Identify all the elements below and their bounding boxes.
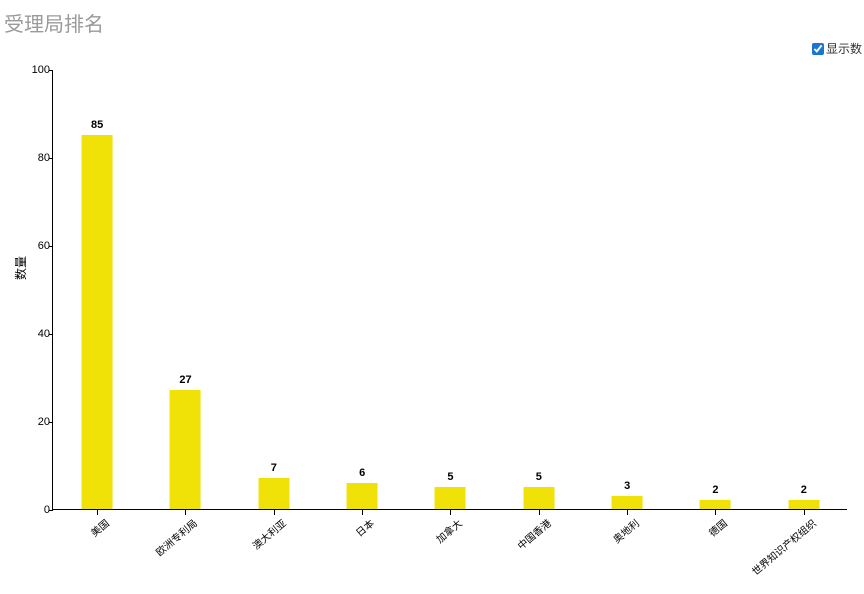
y-tick-label: 20 xyxy=(30,416,50,428)
bar xyxy=(258,478,289,509)
bar xyxy=(523,487,554,509)
bar-value-label: 5 xyxy=(495,471,583,483)
y-tick-label: 60 xyxy=(30,240,50,252)
bar-value-label: 6 xyxy=(318,467,406,479)
bar-slot: 5中国香港 xyxy=(495,70,583,509)
bar-value-label: 2 xyxy=(671,484,759,496)
bar-value-label: 85 xyxy=(53,119,141,131)
bar xyxy=(82,135,113,509)
show-values-toggle[interactable]: 显示数 xyxy=(812,40,862,57)
y-axis-label: 数量 xyxy=(12,256,29,280)
bar-value-label: 2 xyxy=(760,484,848,496)
y-tick-label: 100 xyxy=(30,64,50,76)
bar-value-label: 7 xyxy=(230,462,318,474)
show-values-label: 显示数 xyxy=(826,40,862,57)
bar-slot: 7澳大利亚 xyxy=(230,70,318,509)
bar-value-label: 5 xyxy=(406,471,494,483)
x-category-label: 中国香港 xyxy=(508,509,553,552)
bar xyxy=(347,483,378,509)
x-category-label: 世界知识产权组织 xyxy=(743,509,819,578)
y-tick-label: 40 xyxy=(30,328,50,340)
bar xyxy=(170,390,201,509)
bar-value-label: 3 xyxy=(583,480,671,492)
bar xyxy=(612,496,643,509)
bar-value-label: 27 xyxy=(141,374,229,386)
x-category-label: 澳大利亚 xyxy=(243,509,288,552)
x-category-label: 德国 xyxy=(700,509,730,539)
x-category-label: 欧洲专利局 xyxy=(147,509,200,559)
chart-area: 85美国27欧洲专利局7澳大利亚6日本5加拿大5中国香港3奥地利2德国2世界知识… xyxy=(52,70,847,510)
chart-title: 受理局排名 xyxy=(4,8,104,37)
bar-slot: 2世界知识产权组织 xyxy=(760,70,848,509)
plot-region: 85美国27欧洲专利局7澳大利亚6日本5加拿大5中国香港3奥地利2德国2世界知识… xyxy=(52,70,847,510)
bar-slot: 5加拿大 xyxy=(406,70,494,509)
y-tick-label: 0 xyxy=(30,504,50,516)
bar-slot: 85美国 xyxy=(53,70,141,509)
bar-slot: 3奥地利 xyxy=(583,70,671,509)
x-category-label: 奥地利 xyxy=(604,509,642,546)
show-values-checkbox[interactable] xyxy=(812,43,824,55)
bar xyxy=(788,500,819,509)
x-category-label: 日本 xyxy=(347,509,377,539)
bar xyxy=(435,487,466,509)
x-category-label: 美国 xyxy=(82,509,112,539)
bar xyxy=(700,500,731,509)
bar-slot: 6日本 xyxy=(318,70,406,509)
bar-slot: 27欧洲专利局 xyxy=(141,70,229,509)
y-tick-label: 80 xyxy=(30,152,50,164)
bar-slot: 2德国 xyxy=(671,70,759,509)
x-category-label: 加拿大 xyxy=(428,509,466,546)
